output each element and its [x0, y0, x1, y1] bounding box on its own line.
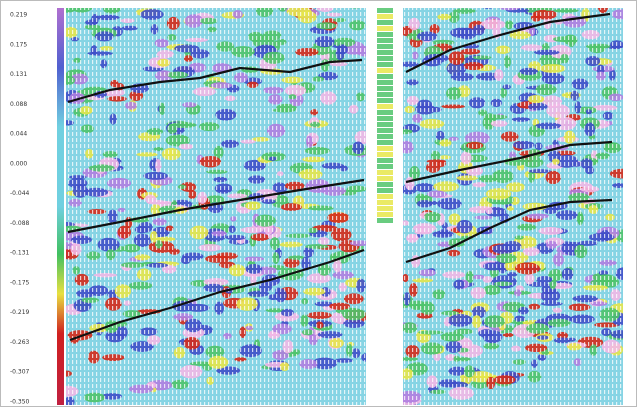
colorbar-label: 0.219 — [10, 12, 27, 19]
log-cell — [377, 20, 393, 25]
trace-texture — [403, 8, 623, 405]
log-cell — [377, 134, 393, 139]
log-cell — [377, 110, 393, 115]
log-cell — [377, 14, 393, 19]
log-cell — [377, 140, 393, 145]
log-cell — [377, 74, 393, 79]
log-cell — [377, 26, 393, 31]
log-cell — [377, 200, 393, 205]
log-cell — [377, 218, 393, 223]
log-cell — [377, 86, 393, 91]
log-cell — [377, 80, 393, 85]
colorbar-label: 0.175 — [10, 41, 27, 48]
log-cell — [377, 32, 393, 37]
log-cell — [377, 170, 393, 175]
log-cell — [377, 56, 393, 61]
horizons — [67, 12, 613, 342]
log-cell — [377, 194, 393, 199]
log-cell — [377, 158, 393, 163]
colorbar-label: -0.044 — [10, 190, 30, 197]
colorbar-label: -0.088 — [10, 220, 30, 227]
log-cell — [377, 152, 393, 157]
colorbar-label: -0.219 — [10, 309, 30, 316]
log-cell — [377, 128, 393, 133]
log-cell — [377, 92, 393, 97]
horizon — [67, 58, 363, 104]
colorbar-label: 0.088 — [10, 101, 27, 108]
horizon — [405, 140, 613, 184]
log-cell — [377, 62, 393, 67]
log-cell — [377, 50, 393, 55]
log-cell — [377, 164, 393, 169]
colorbar-label: -0.307 — [10, 369, 30, 376]
colorbar-label: 0.131 — [10, 71, 27, 78]
log-cell — [377, 188, 393, 193]
well-log — [377, 8, 393, 223]
colorbar — [57, 8, 64, 405]
colorbar-labels: 0.219 0.175 0.131 0.088 0.044 0.000 -0.044 -0.0… — [10, 12, 30, 406]
horizon — [67, 178, 365, 234]
log-cell — [377, 44, 393, 49]
colorbar-label: -0.350 — [10, 399, 30, 406]
colorbar-label: -0.131 — [10, 250, 30, 257]
log-cell — [377, 176, 393, 181]
trace-texture — [66, 8, 366, 405]
log-cell — [377, 8, 393, 13]
log-cell — [377, 122, 393, 127]
colorbar-label: 0.044 — [10, 131, 27, 138]
log-cell — [377, 68, 393, 73]
log-cell — [377, 212, 393, 217]
horizon — [405, 198, 613, 264]
log-cell — [377, 116, 393, 121]
log-cell — [377, 182, 393, 187]
log-cell — [377, 146, 393, 151]
horizon — [69, 248, 365, 342]
log-cell — [377, 38, 393, 43]
log-cell — [377, 104, 393, 109]
colorbar-label: -0.263 — [10, 339, 30, 346]
log-cell — [377, 98, 393, 103]
colorbar-label: -0.175 — [10, 279, 30, 286]
colorbar-label: 0.000 — [10, 160, 27, 167]
log-cell — [377, 206, 393, 211]
horizon — [405, 12, 611, 73]
